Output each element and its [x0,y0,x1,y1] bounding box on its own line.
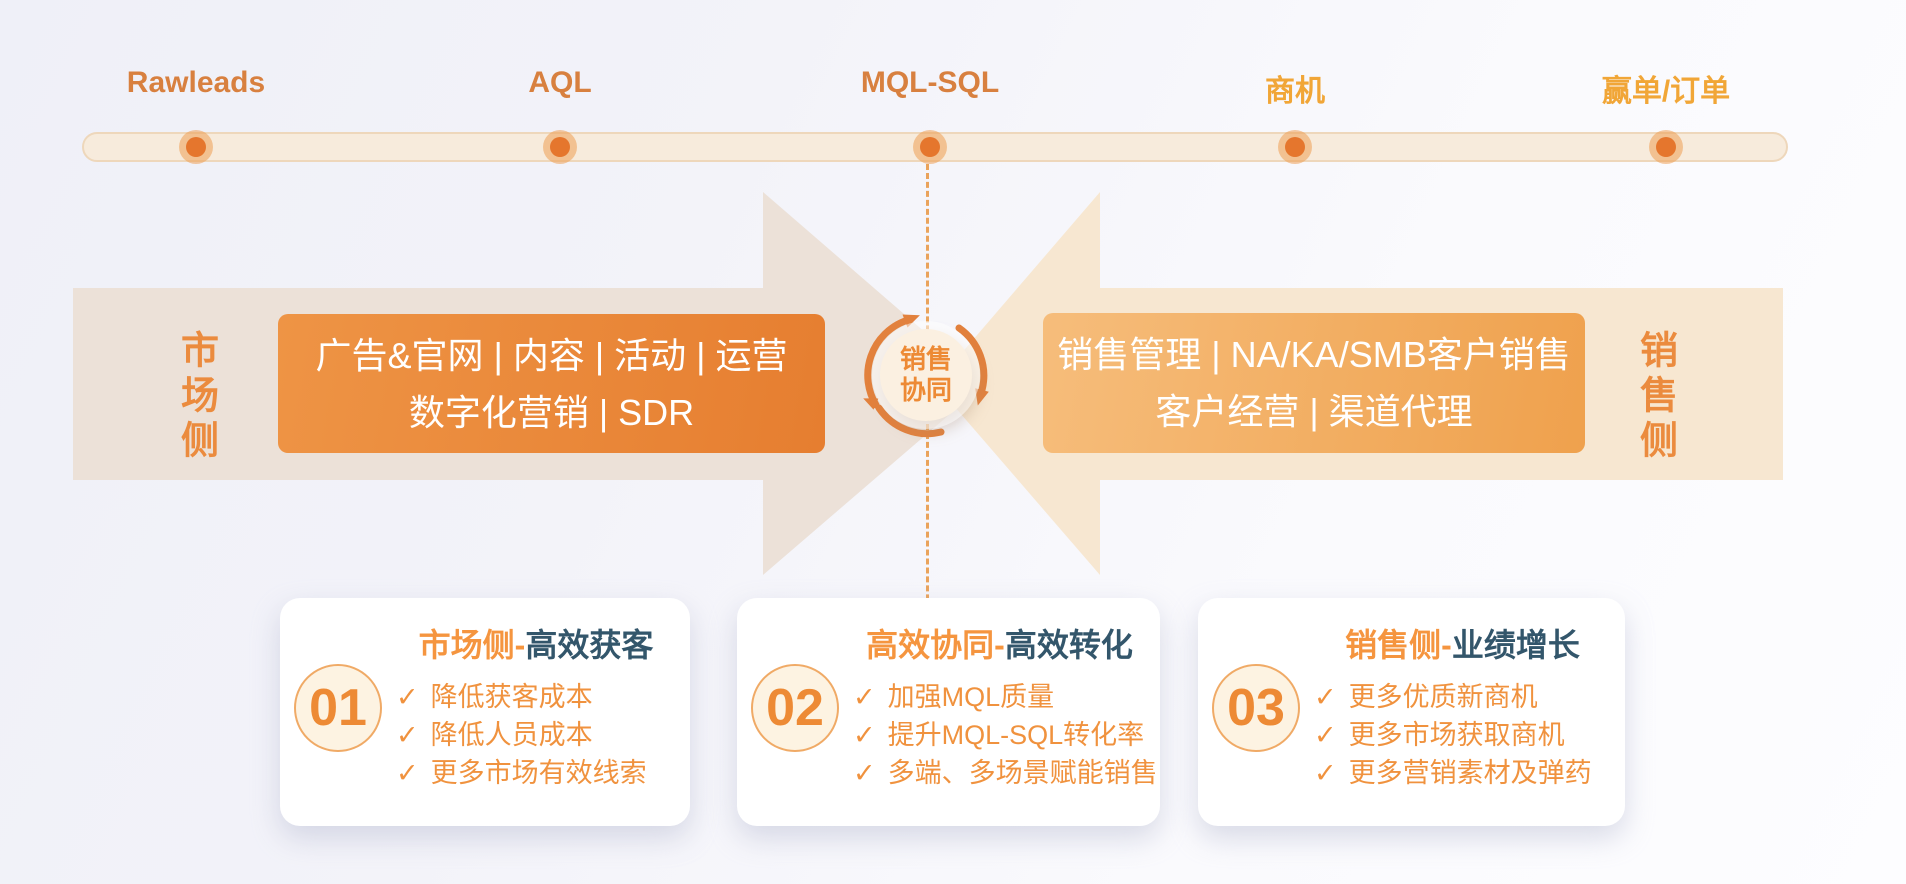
card-title-rest: 高效获客 [525,627,654,663]
benefit-card-sales: 03 销售侧-业绩增长 ✓ 更多优质新商机 ✓ 更多市场获取商机 ✓ 更多营销素材及弹… [1198,598,1625,826]
card-item-text: 多端、多场景赋能销售 [887,758,1158,788]
timeline-dot-core [1656,137,1676,157]
card-title-rest: 高效转化 [1004,627,1133,663]
timeline-dot-icon [543,130,577,164]
card-item-text: 更多市场有效线索 [430,758,647,788]
card-item: ✓ 多端、多场景赋能销售 [853,754,1158,792]
check-icon: ✓ [853,758,876,788]
card-item: ✓ 加强MQL质量 [853,678,1146,716]
timeline-dot-core [550,137,570,157]
card-item-text: 更多优质新商机 [1348,682,1538,712]
timeline-stage-label: Rawleads [126,66,266,99]
timeline-dot-core [920,137,940,157]
sales-activities-box: 销售管理 | NA/KA/SMB客户销售 客户经营 | 渠道代理 [1043,313,1585,453]
card-item: ✓ 更多营销素材及弹药 [1314,754,1611,792]
timeline-stage-label: 赢单/订单 [1601,75,1731,108]
card-item-text: 更多营销素材及弹药 [1348,758,1592,788]
timeline-stage-label: 商机 [1265,75,1325,108]
card-title-highlight: 高效协同- [866,627,1005,663]
card-number-badge: 01 [294,664,382,752]
card-item: ✓ 更多市场获取商机 [1314,716,1611,754]
check-icon: ✓ [396,720,419,750]
card-item: ✓ 提升MQL-SQL转化率 [853,716,1146,754]
hub-label-line2: 协同 [899,375,952,405]
card-item-list: ✓ 加强MQL质量 ✓ 提升MQL-SQL转化率 ✓ 多端、多场景赋能销售 [853,678,1158,792]
card-title: 高效协同-高效转化 [853,620,1146,666]
card-item: ✓ 降低人员成本 [396,716,676,754]
card-title-highlight: 市场侧- [418,627,526,663]
check-icon: ✓ [1314,682,1337,712]
sales-side-label: 销售侧 [1633,330,1676,465]
market-activities-line2: 数字化营销 | SDR [408,391,695,433]
check-icon: ✓ [396,682,419,712]
check-icon: ✓ [396,758,419,788]
card-item-list: ✓ 更多优质新商机 ✓ 更多市场获取商机 ✓ 更多营销素材及弹药 [1314,678,1611,792]
check-icon: ✓ [1314,758,1337,788]
benefit-card-collaboration: 02 高效协同-高效转化 ✓ 加强MQL质量 ✓ 提升MQL-SQL转化率 ✓ 多端、… [737,598,1160,826]
timeline-stage-label: MQL-SQL [860,66,1000,99]
timeline-stage-label: AQL [528,66,592,99]
benefit-card-market: 01 市场侧-高效获客 ✓ 降低获客成本 ✓ 降低人员成本 ✓ 更多市场有效线索 [280,598,690,826]
timeline-dot-icon [1278,130,1312,164]
check-icon: ✓ [1314,720,1337,750]
card-number-badge: 02 [751,664,839,752]
check-icon: ✓ [853,682,876,712]
card-title-highlight: 销售侧- [1345,627,1452,663]
timeline-dot-core [1285,137,1305,157]
sales-activities-line1: 销售管理 | NA/KA/SMB客户销售 [1057,334,1571,375]
hub-label-line1: 销售 [899,344,952,374]
card-item-text: 更多市场获取商机 [1348,720,1565,750]
timeline-dot-icon [179,130,213,164]
card-item-text: 提升MQL-SQL转化率 [887,720,1145,750]
market-activities-box: 广告&官网 | 内容 | 活动 | 运营 数字化营销 | SDR [278,314,825,453]
card-item: ✓ 降低获客成本 [396,678,676,716]
timeline-dot-icon [913,130,947,164]
timeline-dot-core [186,137,206,157]
card-item-text: 降低人员成本 [430,720,593,750]
sales-collaboration-hub: 销售 协同 [880,329,972,421]
card-item-text: 降低获客成本 [430,682,593,712]
card-item-text: 加强MQL质量 [887,682,1055,712]
card-content: 市场侧-高效获客 ✓ 降低获客成本 ✓ 降低人员成本 ✓ 更多市场有效线索 [396,620,690,792]
card-item-list: ✓ 降低获客成本 ✓ 降低人员成本 ✓ 更多市场有效线索 [396,678,676,792]
market-activities-line1: 广告&官网 | 内容 | 活动 | 运营 [315,334,788,376]
card-item: ✓ 更多优质新商机 [1314,678,1611,716]
sales-activities-line2: 客户经营 | 渠道代理 [1155,391,1473,432]
card-content: 高效协同-高效转化 ✓ 加强MQL质量 ✓ 提升MQL-SQL转化率 ✓ 多端、多场景… [853,620,1160,792]
card-content: 销售侧-业绩增长 ✓ 更多优质新商机 ✓ 更多市场获取商机 ✓ 更多营销素材及弹药 [1314,620,1625,792]
card-title: 销售侧-业绩增长 [1314,620,1611,666]
card-item: ✓ 更多市场有效线索 [396,754,676,792]
card-number-badge: 03 [1212,664,1300,752]
timeline-dot-icon [1649,130,1683,164]
market-side-label: 市场侧 [174,330,217,465]
check-icon: ✓ [853,720,876,750]
card-title-rest: 业绩增长 [1451,627,1580,663]
card-title: 市场侧-高效获客 [396,620,676,666]
